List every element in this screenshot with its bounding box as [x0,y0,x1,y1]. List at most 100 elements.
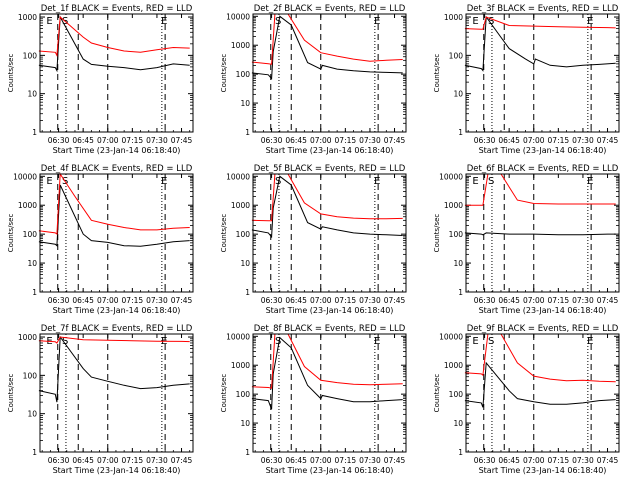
x-tick-label: 06:30 [474,136,496,145]
marker-label: S [62,336,68,347]
panel-7: Det_7f BLACK = Events, RED = LLD 1 10 100 10… [7,324,194,475]
y-tick-label: 10 [27,90,37,99]
panel-title: Det_9f BLACK = Events, RED = LLD [467,324,619,334]
x-tick-label: 06:45 [498,456,520,465]
y-tick-label: 100 [23,51,38,60]
y-tick-label: 10 [453,419,463,428]
x-axis-label: Start Time (23-Jan-14 06:18:40) [266,146,394,155]
events-series-line [251,15,403,80]
y-tick-label: 10000 [439,332,463,341]
x-tick-label: 07:30 [359,456,381,465]
marker-label: E [46,16,52,27]
x-tick-label: 07:00 [310,456,332,465]
y-tick-label: 1 [245,288,250,297]
marker-label: E [374,176,380,187]
y-tick-label: 100 [449,390,464,399]
plot-frame [465,173,620,293]
y-tick-label: 10000 [226,332,250,341]
x-tick-label: 06:30 [261,296,283,305]
plot-frame [39,173,194,293]
lld-series-line [464,16,616,30]
y-axis-label: Counts/sec [7,374,15,413]
marker-label: E [587,336,593,347]
events-series-line [464,232,616,236]
events-series-line [251,336,403,410]
plot-frame [252,13,407,133]
y-tick-label: 1000 [444,361,463,370]
x-tick-label: 06:45 [498,136,520,145]
x-tick-label: 07:45 [597,296,619,305]
events-series-line [38,184,190,247]
x-tick-label: 07:00 [310,296,332,305]
y-axis-label: Counts/sec [220,374,228,413]
marker-label: E [472,176,478,187]
panel-1: Det_1f BLACK = Events, RED = LLD 1 10 100 10… [7,4,194,155]
x-tick-label: 07:15 [335,136,357,145]
panel-title: Det_4f BLACK = Events, RED = LLD [41,164,193,174]
y-axis-label: Counts/sec [7,214,15,253]
panel-9: Det_9f BLACK = Events, RED = LLD 1 10 100 10… [433,324,620,475]
x-tick-label: 06:30 [48,136,70,145]
marker-label: E [374,336,380,347]
y-tick-label: 10 [27,259,37,268]
y-tick-label: 100 [236,230,251,239]
lld-series-line [251,13,403,65]
y-tick-label: 10 [453,90,463,99]
y-tick-label: 1 [32,128,37,137]
y-tick-label: 1000 [444,13,463,22]
y-tick-label: 10000 [226,172,250,181]
x-tick-label: 07:45 [171,456,193,465]
y-axis-label: Counts/sec [220,54,228,93]
y-axis-label: Counts/sec [220,214,228,253]
plot-frame [39,333,194,453]
x-tick-label: 06:30 [474,296,496,305]
x-tick-label: 07:30 [146,456,168,465]
y-tick-label: 10 [453,259,463,268]
y-tick-label: 100 [23,230,38,239]
y-tick-label: 100 [236,390,251,399]
y-tick-label: 1000 [18,201,37,210]
y-tick-label: 1 [32,288,37,297]
x-axis-label: Start Time (23-Jan-14 06:18:40) [479,146,607,155]
events-series-line [464,15,616,72]
panel-title: Det_1f BLACK = Events, RED = LLD [41,4,193,14]
x-tick-label: 07:30 [572,456,594,465]
marker-label: S [275,176,281,187]
x-axis-label: Start Time (23-Jan-14 06:18:40) [266,306,394,315]
events-series-line [38,15,190,73]
x-tick-label: 07:00 [310,136,332,145]
panel-6: Det_6f BLACK = Events, RED = LLD 1 10 100 10… [433,164,620,315]
y-tick-label: 100 [449,51,464,60]
marker-label: E [161,16,167,27]
plot-frame [465,13,620,133]
x-tick-label: 06:45 [285,136,307,145]
x-tick-label: 07:45 [171,136,193,145]
x-axis-label: Start Time (23-Jan-14 06:18:40) [53,306,181,315]
marker-label: S [488,16,494,27]
panel-4: Det_4f BLACK = Events, RED = LLD 1 10 100 10… [7,164,194,315]
x-tick-label: 07:00 [97,136,119,145]
panel-title: Det_8f BLACK = Events, RED = LLD [254,324,406,334]
x-tick-label: 07:00 [97,456,119,465]
panel-title: Det_5f BLACK = Events, RED = LLD [254,164,406,174]
x-tick-label: 06:45 [285,456,307,465]
lld-series-line [38,15,190,58]
panel-title: Det_2f BLACK = Events, RED = LLD [254,4,406,14]
x-tick-label: 07:30 [146,296,168,305]
panel-5: Det_5f BLACK = Events, RED = LLD 1 10 100 10… [220,164,407,315]
x-axis-label: Start Time (23-Jan-14 06:18:40) [266,466,394,475]
y-tick-label: 10000 [439,172,463,181]
x-axis-label: Start Time (23-Jan-14 06:18:40) [53,146,181,155]
y-tick-label: 100 [449,230,464,239]
y-tick-label: 100 [23,371,38,380]
y-tick-label: 1000 [18,13,37,22]
lld-series-line [38,336,190,344]
y-axis-label: Counts/sec [7,54,15,93]
plot-frame [39,13,194,133]
x-tick-label: 07:45 [597,456,619,465]
y-tick-label: 1000 [444,201,463,210]
marker-label: S [275,16,281,27]
marker-label: E [587,176,593,187]
y-tick-label: 100 [236,70,251,79]
x-tick-label: 07:30 [146,136,168,145]
